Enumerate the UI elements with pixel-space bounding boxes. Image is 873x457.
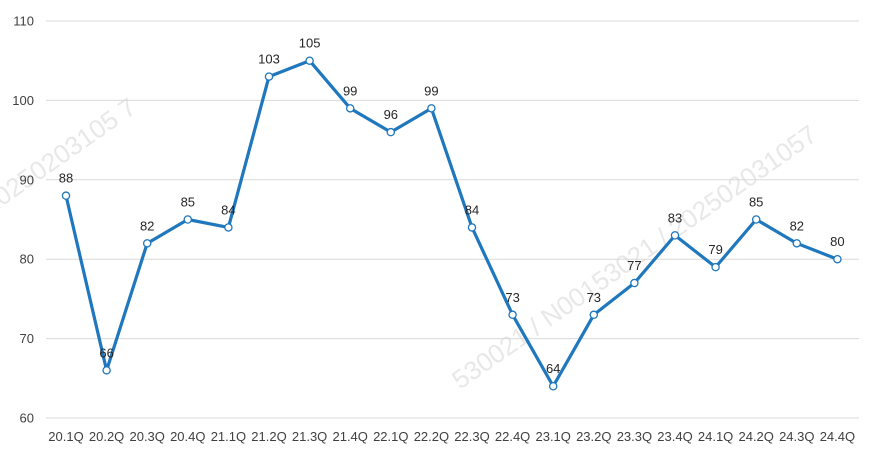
- data-label: 84: [465, 202, 479, 217]
- data-label: 79: [708, 242, 722, 257]
- data-point: [467, 223, 477, 232]
- data-point: [751, 215, 761, 224]
- data-point: [792, 239, 802, 248]
- x-tick-label: 24.2Q: [738, 429, 773, 444]
- data-label: 85: [181, 195, 195, 210]
- data-point: [224, 223, 233, 232]
- data-label: 96: [384, 107, 398, 122]
- x-tick-label: 21.1Q: [211, 429, 246, 444]
- data-point: [670, 231, 680, 240]
- data-label: 88: [59, 171, 73, 186]
- data-point: [183, 215, 193, 224]
- x-tick-label: 21.4Q: [332, 429, 367, 444]
- x-tick-label: 22.4Q: [495, 429, 530, 444]
- data-label: 84: [221, 202, 235, 217]
- data-point: [264, 72, 274, 81]
- x-tick-label: 23.1Q: [535, 429, 570, 444]
- data-label: 64: [546, 361, 560, 376]
- data-label: 80: [830, 234, 844, 249]
- data-label: 82: [140, 218, 154, 233]
- x-tick-label: 20.3Q: [129, 429, 164, 444]
- data-label: 73: [505, 290, 519, 305]
- data-label: 82: [790, 218, 804, 233]
- x-tick-label: 22.2Q: [414, 429, 449, 444]
- y-tick-label: 100: [12, 93, 34, 108]
- data-point: [386, 127, 396, 137]
- x-tick-label: 21.3Q: [292, 429, 327, 444]
- series-markers: [61, 56, 842, 391]
- x-tick-label: 23.3Q: [617, 429, 652, 444]
- data-point: [427, 104, 436, 113]
- data-point: [548, 381, 558, 391]
- x-tick-label: 22.3Q: [454, 429, 489, 444]
- watermark-text: 530021 / N00153021 / 202502031057: [446, 119, 822, 395]
- x-tick-label: 20.1Q: [48, 429, 83, 444]
- data-point: [305, 56, 314, 65]
- x-tick-label: 22.1Q: [373, 429, 408, 444]
- x-tick-label: 23.2Q: [576, 429, 611, 444]
- data-point: [630, 278, 639, 288]
- x-tick-label: 24.1Q: [698, 429, 733, 444]
- data-label: 103: [258, 52, 280, 67]
- y-tick-label: 80: [20, 252, 34, 267]
- data-point: [102, 366, 111, 375]
- data-point: [345, 104, 355, 113]
- data-point: [589, 310, 599, 320]
- data-point: [833, 254, 842, 264]
- x-tick-label: 20.4Q: [170, 429, 205, 444]
- data-label: 83: [668, 210, 682, 225]
- data-label: 85: [749, 195, 763, 210]
- x-tick-label: 24.4Q: [820, 429, 855, 444]
- data-labels: 88 66 82 85 84 103 105 99 96 99 84 73 64 73 77 83 79 85 82…: [59, 36, 845, 377]
- x-axis-ticks: 20.1Q 20.2Q 20.3Q 20.4Q 21.1Q 21.2Q 21.3Q 21.4Q…: [48, 429, 855, 444]
- y-tick-label: 110: [13, 14, 34, 29]
- series-line: [64, 59, 839, 388]
- watermark-text: 20250203105 7: [0, 92, 142, 220]
- y-tick-label: 60: [20, 411, 34, 426]
- data-point: [508, 310, 517, 320]
- y-tick-label: 70: [20, 331, 34, 346]
- grid-lines: [46, 20, 859, 419]
- x-tick-label: 24.3Q: [779, 429, 814, 444]
- x-tick-label: 20.2Q: [89, 429, 124, 444]
- data-point: [711, 262, 720, 272]
- data-label: 66: [99, 345, 113, 360]
- data-label: 99: [424, 83, 438, 98]
- y-axis-ticks: 60 70 80 90 100 110: [12, 14, 34, 426]
- data-point: [142, 239, 152, 248]
- data-label: 99: [343, 83, 357, 98]
- x-tick-label: 23.4Q: [657, 429, 692, 444]
- data-label: 105: [299, 36, 321, 51]
- x-tick-label: 21.2Q: [251, 429, 286, 444]
- data-label: 77: [627, 258, 641, 273]
- data-label: 73: [587, 290, 601, 305]
- y-tick-label: 90: [20, 172, 34, 187]
- watermark-layer: 20250203105 7 530021 / N00153021 / 202502…: [0, 92, 822, 395]
- data-point: [61, 191, 71, 200]
